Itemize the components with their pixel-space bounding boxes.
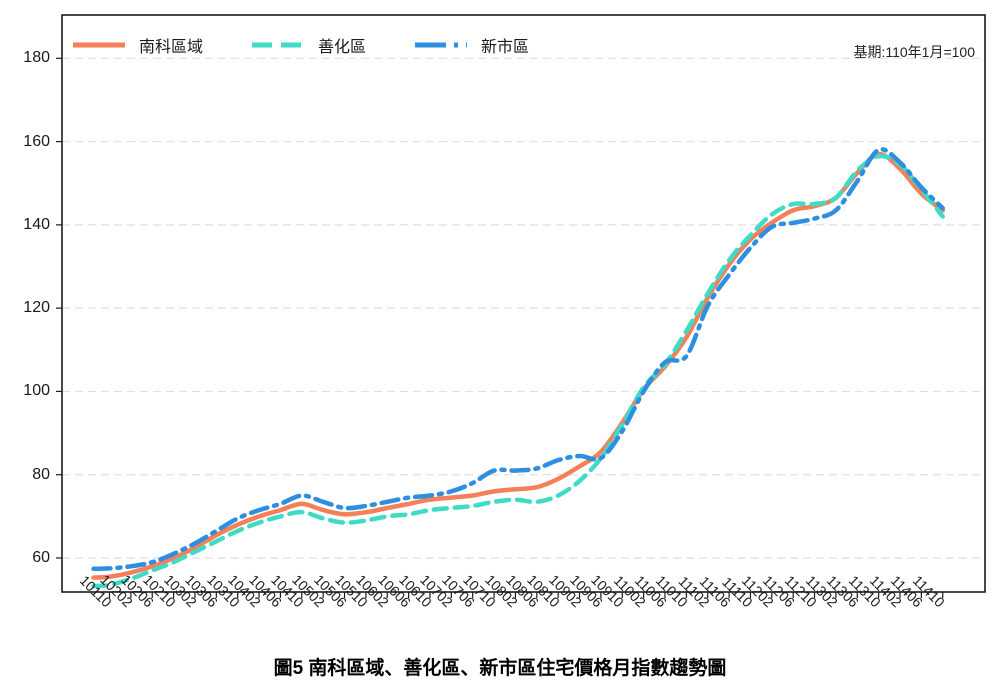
legend-label: 新市區 — [481, 39, 530, 56]
base-period-note: 基期:110年1月=100 — [853, 44, 975, 60]
legend-item-nanke-district: 南科區域 — [72, 33, 203, 57]
legend-line-sample-dashed — [252, 42, 305, 48]
legend-label: 善化區 — [318, 39, 367, 56]
y-tick-label: 140 — [23, 215, 50, 233]
legend-line-sample-dashdot — [415, 42, 468, 48]
y-tick-label: 160 — [23, 132, 50, 150]
plot-border — [61, 14, 986, 593]
y-tick-label: 80 — [32, 465, 50, 483]
legend-item-xinshi-district: 新市區 — [414, 33, 529, 57]
series-line-nanke-district — [91, 151, 945, 580]
series-line-shanhua-district — [91, 153, 945, 589]
legend-line-sample-solid — [73, 42, 125, 48]
legend: 南科區域 善化區 新市區 — [72, 33, 529, 57]
chart-title: 圖5 南科區域、善化區、新市區住宅價格月指數趨勢圖 — [273, 658, 727, 679]
legend-item-shanhua-district: 善化區 — [251, 33, 366, 57]
series-line-xinshi-district — [91, 147, 945, 572]
y-tick-label: 180 — [23, 49, 50, 67]
legend-label: 南科區域 — [139, 39, 204, 56]
y-tick-label: 100 — [23, 382, 50, 400]
y-tick-label: 120 — [23, 299, 50, 317]
y-tick-label: 60 — [32, 549, 50, 566]
